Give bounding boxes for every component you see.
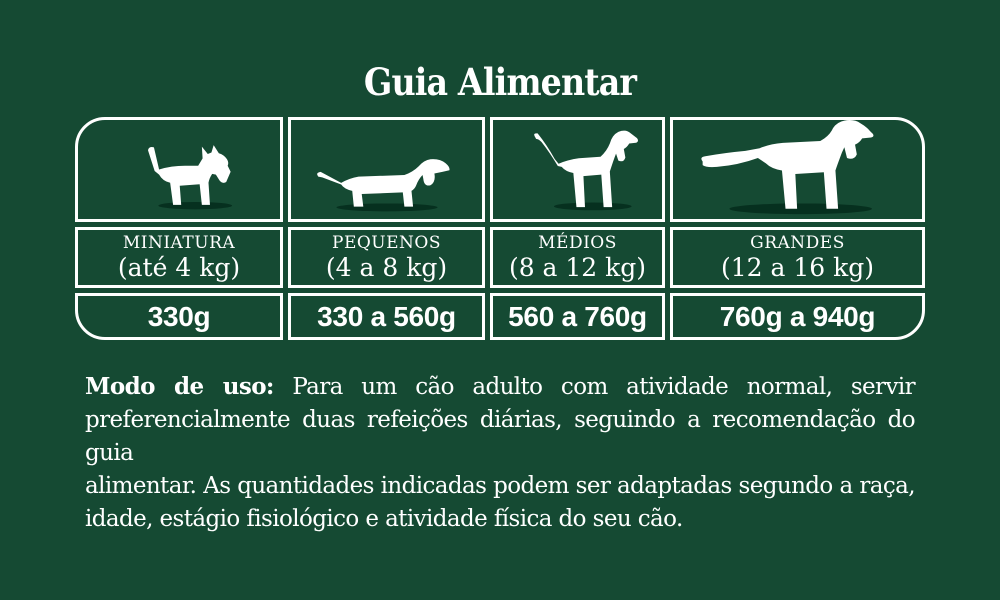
dog-cell-grandes: [670, 117, 925, 222]
amount-cell-medios: 560 a 760g: [490, 293, 665, 340]
daily-amount: 330 a 560g: [317, 300, 456, 332]
size-label: MÉDIOS: [538, 233, 617, 253]
usage-line-4: idade, estágio fisiológico e atividade f…: [85, 506, 683, 532]
amount-cell-miniatura: 330g: [75, 293, 283, 340]
daily-amount: 760g a 940g: [719, 300, 876, 332]
usage-instructions: Modo de uso: Para um cão adulto com ativ…: [85, 370, 916, 536]
usage-line-1-text: Para um cão adulto com atividade normal,…: [292, 374, 915, 400]
golden-retriever-icon: [700, 120, 873, 215]
dachshund-icon: [316, 159, 450, 212]
amount-cell-pequenos: 330 a 560g: [288, 293, 485, 340]
size-label: GRANDES: [750, 233, 845, 253]
page-title: Guia Alimentar: [363, 60, 637, 104]
amount-cell-grandes: 760g a 940g: [670, 293, 925, 340]
weight-range: (12 a 16 kg): [720, 253, 875, 282]
weight-range: (4 a 8 kg): [325, 253, 448, 282]
size-label: MINIATURA: [122, 233, 236, 253]
size-cell-medios: MÉDIOS (8 a 12 kg): [490, 227, 665, 288]
dog-cell-medios: [490, 117, 665, 222]
daily-amount: 330g: [147, 300, 211, 332]
feeding-guide-table: MINIATURA (até 4 kg) PEQUENOS (4 a 8 kg)…: [75, 117, 925, 340]
weight-range: (até 4 kg): [117, 253, 241, 282]
size-cell-pequenos: PEQUENOS (4 a 8 kg): [288, 227, 485, 288]
usage-line-2: preferencialmente duas refeições diárias…: [85, 407, 916, 466]
dog-cell-miniatura: [75, 117, 283, 222]
medium-dog-icon: [533, 130, 638, 211]
scottish-terrier-icon: [148, 145, 233, 210]
size-cell-miniatura: MINIATURA (até 4 kg): [75, 227, 283, 288]
usage-line-3: alimentar. As quantidades indicadas pode…: [85, 473, 916, 499]
usage-line-1: Modo de uso: Para um cão adulto com ativ…: [85, 370, 916, 404]
weight-range: (8 a 12 kg): [508, 253, 647, 282]
size-cell-grandes: GRANDES (12 a 16 kg): [670, 227, 925, 288]
dog-cell-pequenos: [288, 117, 485, 222]
usage-label: Modo de uso:: [85, 373, 274, 400]
daily-amount: 560 a 760g: [508, 300, 647, 332]
size-label: PEQUENOS: [332, 233, 441, 253]
